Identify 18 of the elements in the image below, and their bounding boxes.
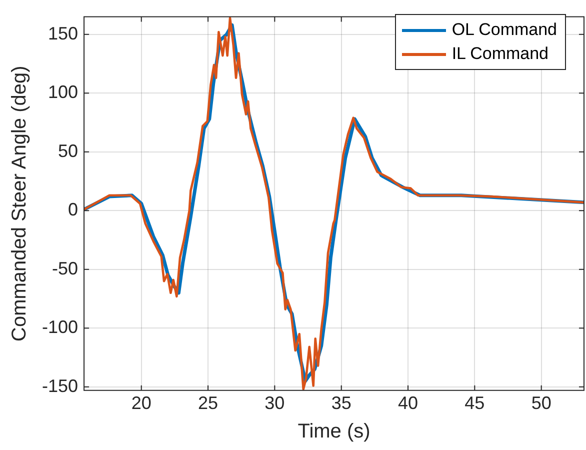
x-tick-label: 30 bbox=[264, 393, 285, 414]
x-tick-label: 35 bbox=[331, 393, 352, 414]
x-tick-label: 25 bbox=[198, 393, 218, 414]
x-axis-title: Time (s) bbox=[298, 420, 370, 443]
x-tick-label: 20 bbox=[131, 393, 152, 414]
y-tick-label: 50 bbox=[58, 140, 78, 161]
legend-label: OL Command bbox=[452, 20, 557, 40]
x-tick-label: 50 bbox=[531, 393, 552, 414]
x-tick-label: 40 bbox=[398, 393, 418, 414]
legend-label: IL Command bbox=[452, 44, 548, 64]
y-tick-label: -150 bbox=[42, 376, 78, 396]
y-tick-label: -100 bbox=[42, 317, 78, 338]
y-axis-title: Commanded Steer Angle (deg) bbox=[8, 66, 31, 342]
y-tick-label: -50 bbox=[52, 258, 78, 278]
x-tick-label: 45 bbox=[464, 393, 485, 414]
y-tick-label: 100 bbox=[48, 82, 78, 102]
y-tick-label: 0 bbox=[68, 200, 78, 220]
y-tick-label: 150 bbox=[48, 23, 78, 44]
